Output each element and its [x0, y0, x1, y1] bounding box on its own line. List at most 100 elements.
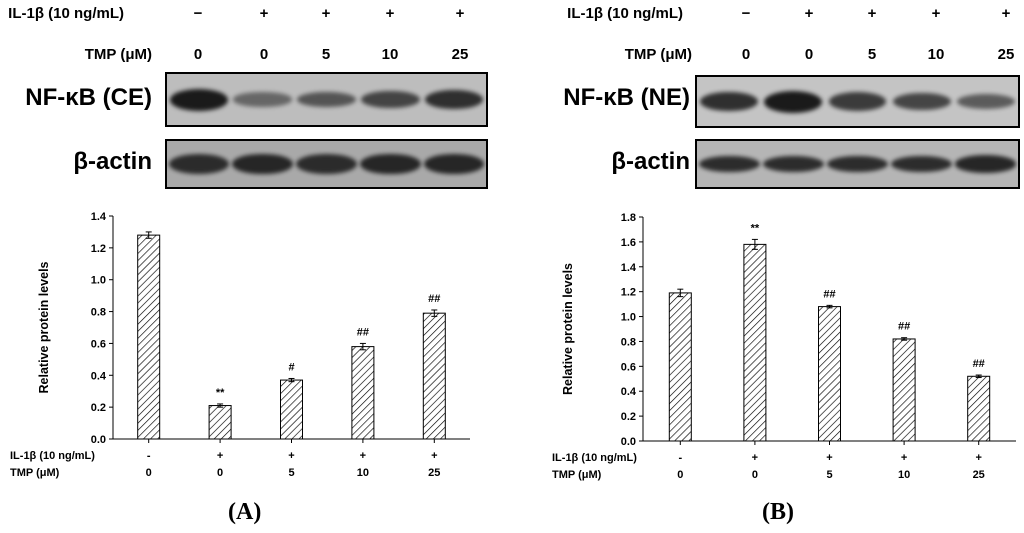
protein-label: NF-κB (NE) — [563, 84, 690, 111]
il1b-row-label: IL-1β (10 ng/mL) — [8, 5, 124, 22]
bar-chart-a: 0.0 0.2 0.4 0.6 0.8 1.0 1.2 1.4 Relative protein… — [10, 211, 470, 479]
y-tick-label: 0.4 — [621, 386, 637, 398]
western-blot-nfkb — [695, 75, 1020, 128]
il1b-sign: − — [741, 5, 751, 22]
x-il1b-label: + — [752, 452, 758, 464]
panel-letter: (A) — [228, 499, 262, 525]
significance-marker: # — [288, 361, 294, 373]
il1b-sign: + — [931, 5, 941, 22]
bar — [818, 306, 841, 442]
blot-band — [168, 153, 230, 175]
western-blot-actin — [165, 139, 488, 189]
x-tmp-label: 10 — [357, 467, 369, 479]
x-row-label-tmp: TMP (μM) — [552, 469, 602, 481]
tmp-value: 10 — [927, 46, 945, 63]
x-il1b-label: + — [360, 450, 366, 462]
x-tmp-label: 10 — [898, 469, 910, 481]
x-il1b-label: + — [901, 452, 907, 464]
blot-band — [424, 89, 484, 110]
y-tick-label: 0.6 — [91, 338, 106, 350]
blot-band — [828, 92, 887, 111]
tmp-row-label: TMP (μM) — [84, 46, 152, 63]
y-tick-label: 1.0 — [91, 275, 106, 287]
y-tick-label: 1.2 — [91, 243, 106, 255]
western-blot-actin — [695, 139, 1020, 189]
loading-control-label: β-actin — [73, 148, 152, 175]
blot-band — [698, 155, 760, 173]
blot-band — [296, 153, 357, 175]
bar — [280, 379, 303, 440]
bar — [208, 405, 232, 440]
x-row-label-il1b: IL-1β (10 ng/mL) — [552, 452, 637, 464]
blot-band — [232, 153, 293, 175]
il1b-sign: + — [1001, 5, 1011, 22]
il1b-sign: + — [259, 5, 269, 22]
bar-chart-b: 0.0 0.2 0.4 0.6 0.8 1.0 1.2 1.4 1.6 1.8 Relative p… — [552, 212, 1016, 481]
x-row-label-tmp: TMP (μM) — [10, 467, 60, 479]
x-tmp-label: 25 — [428, 467, 440, 479]
x-tmp-label: 0 — [677, 469, 683, 481]
x-il1b-label: + — [431, 450, 437, 462]
blot-band — [827, 155, 888, 173]
western-blot-nfkb — [165, 72, 488, 127]
bar — [137, 234, 161, 440]
y-tick-label: 1.2 — [621, 287, 636, 299]
tmp-value: 10 — [381, 46, 399, 63]
tmp-row-label: TMP (μM) — [624, 46, 692, 63]
bar — [743, 243, 767, 442]
x-tmp-label: 5 — [288, 467, 294, 479]
bar — [422, 312, 446, 440]
blot-band — [233, 92, 293, 107]
significance-marker: ## — [428, 293, 440, 305]
il1b-sign: + — [321, 5, 331, 22]
tmp-value: 25 — [451, 46, 469, 63]
x-tmp-label: 0 — [217, 467, 223, 479]
y-tick-label: 0.6 — [621, 361, 636, 373]
x-il1b-label: + — [288, 450, 294, 462]
il1b-sign: − — [193, 5, 203, 22]
blot-band — [955, 155, 1017, 173]
x-il1b-label: + — [975, 452, 981, 464]
blot-band — [700, 91, 758, 112]
y-tick-label: 1.6 — [621, 237, 636, 249]
blot-band — [957, 93, 1015, 110]
blot-band — [169, 88, 229, 111]
il1b-sign: + — [455, 5, 465, 22]
blot-band — [359, 153, 421, 175]
y-axis-label: Relative protein levels — [561, 263, 575, 395]
bar — [668, 292, 692, 442]
x-il1b-label: + — [826, 452, 832, 464]
y-tick-label: 1.4 — [91, 211, 107, 223]
il1b-row-label: IL-1β (10 ng/mL) — [567, 5, 683, 22]
tmp-value: 25 — [997, 46, 1015, 63]
y-tick-label: 0.8 — [91, 307, 106, 319]
significance-marker: ## — [357, 326, 369, 338]
panel-a: IL-1β (10 ng/mL) − + + + + TMP (μM) 0 0 … — [8, 5, 488, 525]
x-il1b-label: - — [147, 450, 151, 462]
y-axis-label: Relative protein levels — [37, 261, 51, 393]
x-il1b-label: - — [678, 452, 682, 464]
loading-control-label: β-actin — [611, 148, 690, 175]
x-il1b-label: + — [217, 450, 223, 462]
significance-marker: ## — [973, 358, 985, 370]
significance-marker: ## — [823, 288, 835, 300]
blot-band — [892, 92, 951, 111]
blot-band — [891, 155, 953, 173]
tmp-value: 0 — [804, 46, 814, 63]
tmp-value: 0 — [259, 46, 269, 63]
x-tmp-label: 5 — [826, 469, 832, 481]
y-tick-label: 0.0 — [91, 434, 106, 446]
x-tmp-label: 0 — [752, 469, 758, 481]
panel-letter: (B) — [762, 499, 794, 525]
y-tick-label: 0.8 — [621, 336, 636, 348]
blot-band — [764, 90, 823, 113]
significance-marker: ** — [216, 387, 225, 399]
x-row-label-il1b: IL-1β (10 ng/mL) — [10, 450, 95, 462]
panel-b: IL-1β (10 ng/mL) − + + + + TMP (μM) 0 0 … — [512, 0, 1024, 533]
il1b-sign: + — [804, 5, 814, 22]
blot-band — [297, 91, 356, 108]
y-tick-label: 0.0 — [621, 436, 636, 448]
il1b-sign: + — [867, 5, 877, 22]
bar — [967, 375, 991, 442]
tmp-value: 0 — [193, 46, 203, 63]
